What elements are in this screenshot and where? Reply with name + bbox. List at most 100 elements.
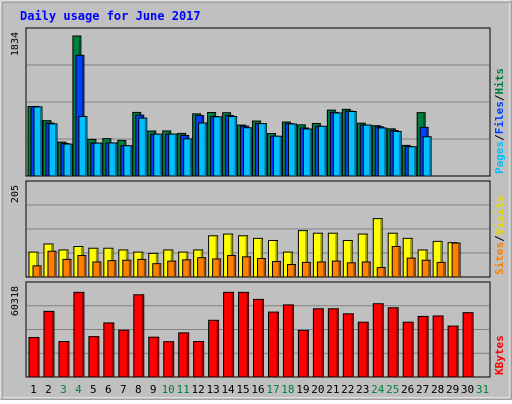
legend-visits: Visits [493, 196, 506, 236]
x-tick-label: 18 [281, 383, 294, 396]
bar-kbytes-shadow [246, 293, 249, 377]
x-tick-label: 30 [461, 383, 474, 396]
bar-kbytes-shadow [156, 338, 159, 377]
x-tick-label: 20 [311, 383, 324, 396]
legend-pages: Pages [493, 141, 506, 174]
x-tick-label: 29 [446, 383, 459, 396]
legend-: / [493, 134, 506, 141]
bar-kbytes-shadow [456, 327, 459, 377]
bar-kbytes-shadow [141, 295, 144, 377]
x-tick-label: 8 [135, 383, 142, 396]
x-tick-label: 6 [105, 383, 112, 396]
bar-kbytes-shadow [411, 323, 414, 377]
bar-pages-shadow [399, 132, 402, 176]
bar-kbytes-shadow [351, 314, 354, 377]
y-axis-max-label: 60318 [10, 286, 21, 316]
bar-kbytes-shadow [216, 321, 219, 377]
x-tick-label: 14 [221, 383, 235, 396]
bar-pages-shadow [114, 143, 117, 176]
x-tick-label: 7 [120, 383, 127, 396]
bar-sites-shadow [383, 268, 386, 277]
bar-pages-shadow [249, 128, 252, 176]
y-axis-max-label: 205 [10, 185, 21, 203]
bar-kbytes-shadow [37, 338, 39, 377]
bar-sites-shadow [368, 262, 371, 277]
x-tick-label: 27 [416, 383, 429, 396]
hits-files-pages-label: Pages/Files/Hits [493, 68, 506, 174]
x-tick-label: 31 [476, 383, 489, 396]
bar-sites-shadow [338, 262, 341, 277]
bar-pages-shadow [354, 112, 357, 176]
bar-kbytes-shadow [336, 309, 339, 377]
bar-sites-shadow [293, 265, 296, 277]
bar-kbytes-shadow [261, 300, 264, 377]
bar-sites-shadow [458, 244, 461, 277]
x-tick-label: 13 [206, 383, 219, 396]
x-tick-label: 19 [296, 383, 309, 396]
bar-sites-shadow [143, 260, 146, 277]
x-tick-label: 16 [251, 383, 264, 396]
bar-visits-shadow [380, 219, 383, 277]
bar-pages-shadow [339, 113, 342, 176]
bar-pages-shadow [429, 137, 432, 176]
bar-sites-shadow [68, 260, 71, 277]
bar-sites-shadow [158, 264, 161, 277]
bar-sites-shadow [188, 260, 191, 277]
bar-pages-shadow [69, 145, 72, 176]
x-tick-label: 15 [236, 383, 249, 396]
x-tick-label: 12 [192, 383, 205, 396]
x-tick-label: 1 [30, 383, 37, 396]
bar-pages-shadow [219, 117, 222, 176]
y-axis-max-label: 1834 [10, 32, 21, 56]
bar-sites-shadow [443, 263, 446, 277]
bar-kbytes-shadow [51, 312, 54, 377]
bar-kbytes-shadow [381, 304, 384, 377]
x-tick-label: 9 [150, 383, 157, 396]
bar-sites-shadow [128, 261, 131, 277]
legend-kbytes: KBytes [493, 335, 506, 375]
bar-kbytes-shadow [96, 337, 99, 377]
bar-visits-shadow [365, 235, 368, 277]
bar-kbytes-shadow [111, 323, 114, 377]
bar-pages-shadow [129, 146, 132, 176]
bar-sites-shadow [323, 262, 326, 277]
legend-files: Files [493, 101, 506, 134]
x-tick-label: 2 [45, 383, 52, 396]
bar-sites-shadow [39, 266, 41, 277]
bar-visits-shadow [305, 231, 308, 277]
bar-visits-shadow [440, 242, 443, 277]
bar-pages-shadow [99, 144, 102, 176]
bar-pages-shadow [84, 117, 87, 176]
x-tick-label: 5 [90, 383, 97, 396]
legend-sites: Sites [493, 242, 506, 275]
bar-kbytes-shadow [66, 342, 69, 377]
bar-kbytes-shadow [171, 342, 174, 377]
bar-visits-shadow [350, 241, 353, 277]
bar-pages-shadow [414, 147, 417, 176]
x-tick-label: 11 [177, 383, 190, 396]
bar-kbytes-shadow [366, 323, 369, 377]
visits-sites-label: Sites/Visits [493, 196, 506, 276]
bar-pages-shadow [204, 124, 207, 176]
x-tick-label: 28 [431, 383, 444, 396]
bar-kbytes-shadow [201, 342, 204, 377]
bar-sites-shadow [308, 263, 311, 277]
bar-sites-shadow [278, 262, 281, 277]
bar-visits-shadow [215, 236, 218, 277]
x-tick-label: 26 [401, 383, 414, 396]
bar-sites-shadow [248, 257, 251, 277]
bar-pages-shadow [144, 119, 147, 176]
kbytes-label: KBytes [493, 335, 506, 375]
bar-sites-shadow [98, 262, 101, 277]
bar-sites-shadow [203, 258, 206, 277]
bar-sites-shadow [428, 261, 431, 277]
bar-sites-shadow [398, 247, 401, 277]
bar-kbytes-shadow [186, 333, 189, 377]
bar-kbytes-shadow [126, 331, 129, 377]
bar-kbytes-shadow [276, 313, 279, 377]
bar-pages-shadow [294, 124, 297, 176]
